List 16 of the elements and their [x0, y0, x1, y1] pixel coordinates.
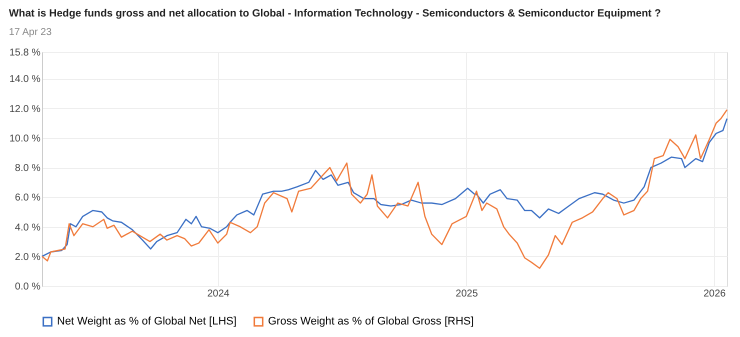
y-tick-label: 2.0 % [14, 252, 41, 263]
legend-label: Net Weight as % of Global Net [LHS] [57, 316, 237, 328]
x-tick-label: 2025 [456, 288, 478, 300]
x-tick-label: 2024 [207, 288, 230, 300]
chart-subtitle: 17 Apr 23 [8, 27, 52, 38]
x-tick-label: 2026 [703, 288, 726, 300]
y-tick-label: 12.0 % [9, 104, 41, 115]
chart-title: What is Hedge funds gross and net allocation to Global - Information Technology - Semiconductors & Semiconductor Equipment ? [8, 8, 661, 20]
y-tick-label: 10.0 % [9, 133, 41, 144]
y-tick-label: 4.0 % [14, 222, 41, 234]
y-tick-label: 6.0 % [14, 192, 41, 204]
y-tick-label: 0.0 % [14, 282, 41, 292]
y-tick-label: 14.0 % [9, 74, 41, 86]
y-tick-label: 8.0 % [14, 163, 41, 174]
legend-label: Gross Weight as % of Global Gross [RHS] [268, 316, 474, 328]
y-tick-label: 15.8 % [9, 48, 41, 58]
